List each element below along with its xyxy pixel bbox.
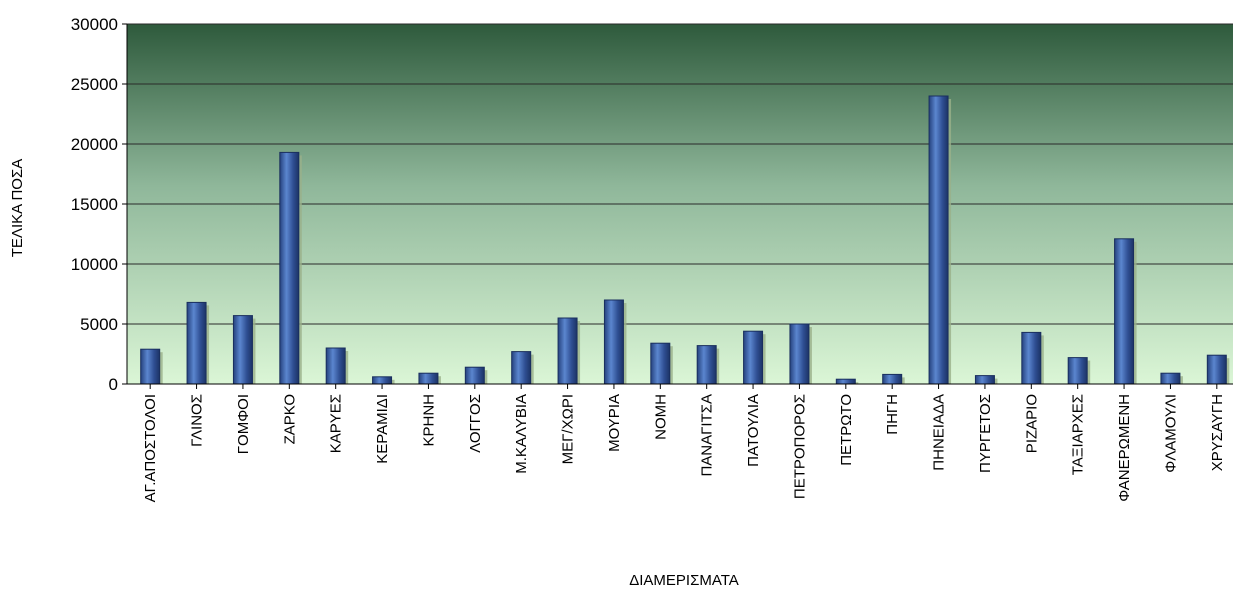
x-axis-title: ΔΙΑΜΕΡΙΣΜΑΤΑ bbox=[629, 572, 739, 589]
bar bbox=[511, 351, 532, 385]
bar bbox=[882, 373, 903, 385]
bar bbox=[789, 323, 810, 385]
y-axis-title: ΤΕΛΙΚΑ ΠΟΣΑ bbox=[9, 159, 26, 257]
x-tick-label: ΖΑΡΚΟ bbox=[281, 394, 298, 444]
bar bbox=[557, 317, 578, 385]
y-tick-label: 15000 bbox=[71, 195, 118, 214]
x-tick-label: ΚΑΡΥΕΣ bbox=[328, 394, 345, 453]
x-tick-label: ΧΡΥΣΑΥΓΗ bbox=[1209, 394, 1226, 471]
y-tick-label: 25000 bbox=[71, 75, 118, 94]
x-tick-label: ΠΥΡΓΕΤΟΣ bbox=[977, 394, 994, 473]
x-tick-label: ΦΛΑΜΟΥΛΙ bbox=[1162, 394, 1179, 473]
grid-lines bbox=[127, 23, 1233, 325]
y-tick-label: 10000 bbox=[71, 255, 118, 274]
x-tick-labels: ΑΓ.ΑΠΟΣΤΟΛΟΙ ΓΛΙΝΟΣ ΓΟΜΦΟΙ ΖΑΡΚΟ ΚΑΡΥΕΣ ΚΕΡΑΜ… bbox=[142, 384, 1226, 502]
x-tick-label: ΚΕΡΑΜΙΔΙ bbox=[374, 394, 391, 464]
bar bbox=[696, 345, 717, 385]
bar bbox=[1021, 331, 1042, 385]
bar bbox=[418, 372, 439, 385]
bar bbox=[279, 151, 300, 385]
x-tick-label: ΓΟΜΦΟΙ bbox=[235, 394, 252, 454]
y-tick-label: 20000 bbox=[71, 135, 118, 154]
x-tick-label: ΜΕΓ/ΧΩΡΙ bbox=[560, 394, 577, 464]
x-tick-label: ΠΗΓΗ bbox=[884, 394, 901, 435]
bar bbox=[372, 376, 393, 385]
x-tick-label: ΠΑΤΟΥΛΙΑ bbox=[745, 394, 762, 467]
y-tick-label: 0 bbox=[109, 375, 118, 394]
bar bbox=[464, 366, 485, 385]
bar bbox=[325, 347, 346, 385]
x-tick-label: ΑΓ.ΑΠΟΣΤΟΛΟΙ bbox=[142, 394, 159, 502]
bar bbox=[835, 378, 856, 385]
x-tick-label: ΠΕΤΡΩΤΟ bbox=[838, 394, 855, 466]
bar bbox=[140, 348, 161, 385]
bar bbox=[603, 299, 624, 385]
bar bbox=[974, 375, 995, 385]
x-tick-label: ΠΑΝΑΓΙΤΣΑ bbox=[699, 394, 716, 477]
y-tick-label: 30000 bbox=[71, 15, 118, 34]
bar bbox=[650, 342, 671, 385]
x-tick-label: ΦΑΝΕΡΩΜΕΝΗ bbox=[1116, 394, 1133, 502]
x-tick-label: ΠΕΤΡΟΠΟΡΟΣ bbox=[791, 394, 808, 499]
bar bbox=[1160, 372, 1181, 385]
bar bbox=[1206, 354, 1227, 385]
y-tick-label: 5000 bbox=[80, 315, 118, 334]
x-tick-label: ΚΡΗΝΗ bbox=[420, 394, 437, 447]
x-tick-label: ΜΟΥΡΙΑ bbox=[606, 394, 623, 452]
x-tick-label: ΓΛΙΝΟΣ bbox=[189, 394, 206, 447]
x-tick-label: ΝΟΜΗ bbox=[652, 394, 669, 440]
y-tick-labels: 0 5000 10000 15000 20000 25000 30000 bbox=[71, 15, 127, 394]
x-tick-label: ΤΑΞΙΑΡΧΕΣ bbox=[1070, 394, 1087, 475]
bar bbox=[186, 301, 207, 385]
x-tick-label: Μ.ΚΑΛΥΒΙΑ bbox=[513, 394, 530, 474]
x-tick-label: ΡΙΖΑΡΙΟ bbox=[1023, 394, 1040, 453]
bar bbox=[928, 95, 949, 385]
x-tick-label: ΛΟΓΓΟΣ bbox=[467, 394, 484, 453]
bar bbox=[232, 315, 253, 385]
bar bbox=[1067, 357, 1088, 385]
bar bbox=[743, 330, 764, 385]
x-tick-label: ΠΗΝΕΙΑΔΑ bbox=[931, 394, 948, 471]
bar bbox=[1114, 238, 1135, 385]
